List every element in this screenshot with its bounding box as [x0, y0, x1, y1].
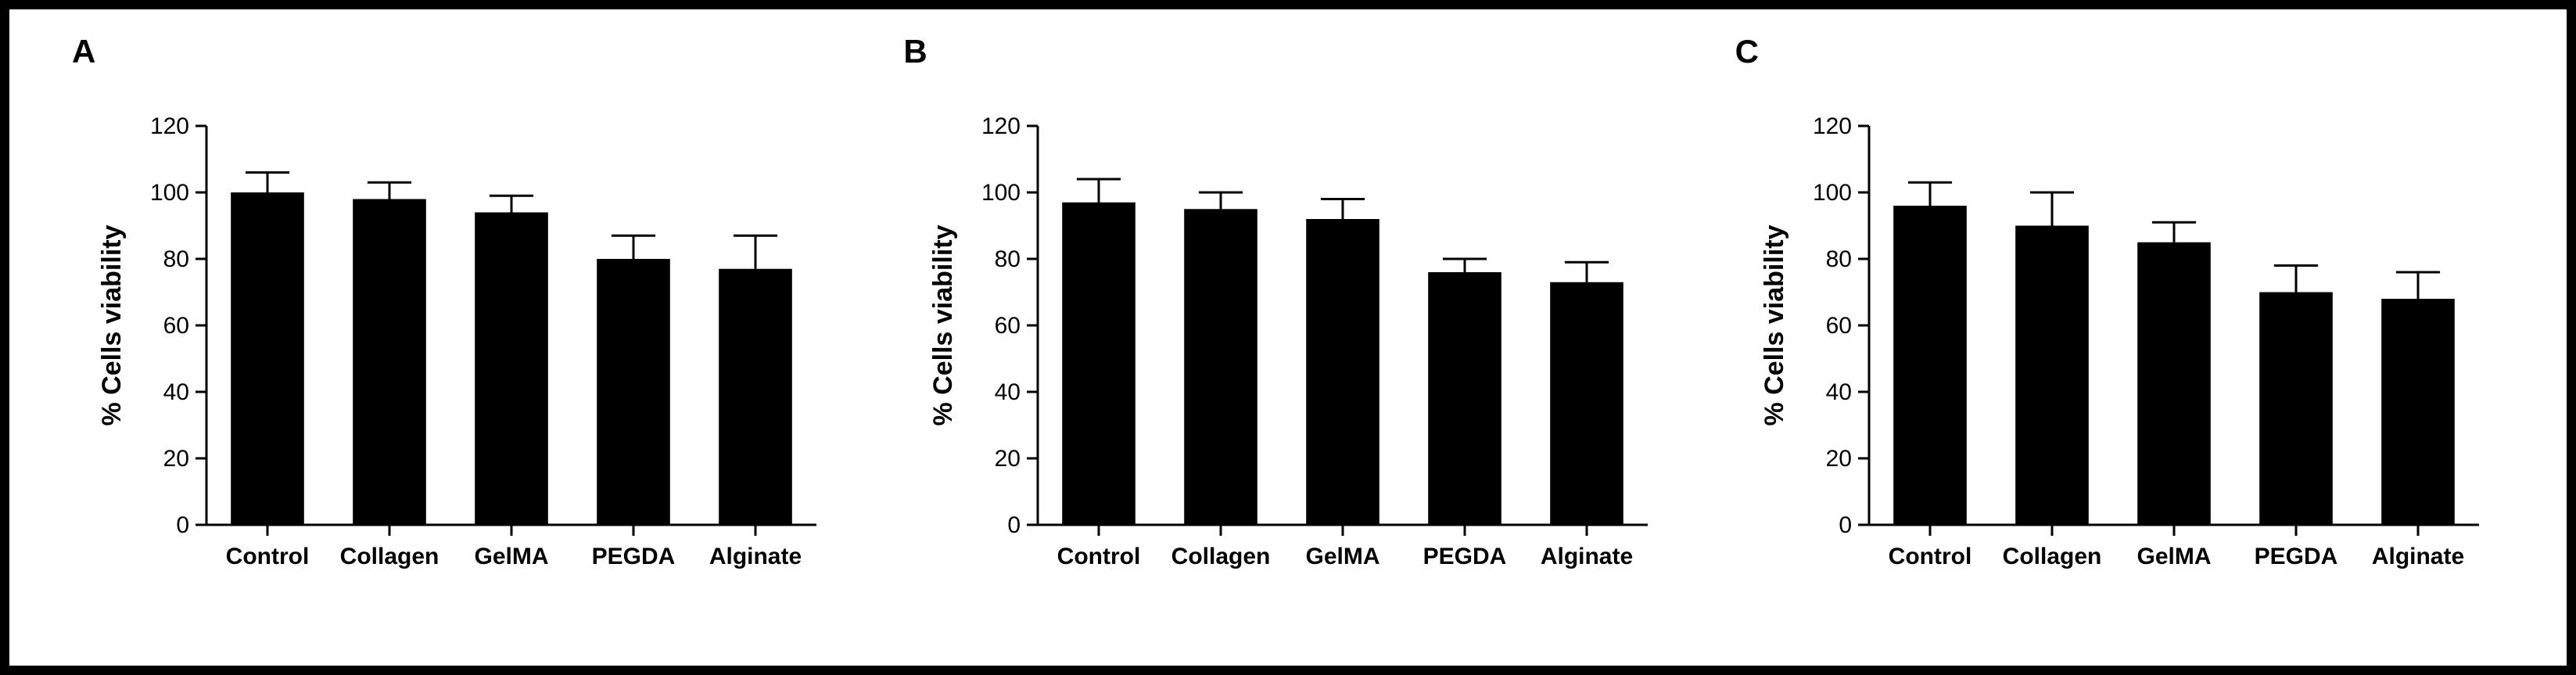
chart-b: 0 20 40 60 80 100 120 % Cells viability Control C… [905, 102, 1671, 603]
category-label: Alginate [709, 544, 801, 569]
panel-label-b: B [903, 33, 1703, 70]
bar [597, 259, 670, 525]
bar [2260, 292, 2334, 525]
panel-label-a: A [72, 33, 872, 70]
svg-text:0: 0 [1007, 512, 1021, 538]
svg-text:120: 120 [981, 113, 1021, 139]
bar [1894, 206, 1968, 525]
bar [1062, 202, 1136, 524]
svg-text:100: 100 [981, 180, 1021, 206]
svg-text:0: 0 [176, 512, 189, 538]
category-label: Alginate [2372, 544, 2464, 569]
category-label: Collagen [2003, 544, 2102, 569]
svg-text:40: 40 [163, 379, 188, 405]
bar [2382, 299, 2456, 525]
svg-text:% Cells viability: % Cells viability [928, 224, 958, 425]
svg-text:20: 20 [163, 446, 188, 472]
svg-text:120: 120 [150, 113, 189, 139]
bar [2138, 242, 2212, 524]
panel-label-c: C [1735, 33, 2535, 70]
svg-text:100: 100 [150, 180, 189, 206]
category-label: PEGDA [2255, 544, 2338, 569]
category-label: Collagen [339, 544, 439, 569]
chart-c-wrap: 0 20 40 60 80 100 120 % Cells viability Control C… [1704, 70, 2535, 634]
category-label: Collagen [1171, 544, 1271, 569]
svg-text:% Cells viability: % Cells viability [97, 224, 127, 425]
svg-text:80: 80 [163, 246, 188, 272]
bar [1306, 219, 1379, 525]
category-label: GelMA [2137, 544, 2212, 569]
chart-a-wrap: 0 20 40 60 80 100 120 % Cells viability Control C… [41, 70, 872, 634]
svg-text:80: 80 [995, 246, 1021, 272]
svg-text:100: 100 [1813, 180, 1852, 206]
panel-b: B 0 20 40 60 80 100 120 % Cells viability Contro… [872, 25, 1703, 634]
svg-text:0: 0 [1839, 512, 1853, 538]
svg-text:80: 80 [1826, 246, 1852, 272]
svg-text:20: 20 [1826, 446, 1852, 472]
bar [719, 268, 792, 524]
bar [2016, 225, 2090, 525]
svg-text:40: 40 [1826, 379, 1852, 405]
panel-a: A 0 20 40 60 80 100 120 % Cells viability Contro… [41, 25, 872, 634]
category-label: Alginate [1541, 544, 1633, 569]
category-label: Control [1889, 544, 1972, 569]
category-label: PEGDA [591, 544, 675, 569]
category-label: PEGDA [1423, 544, 1507, 569]
bar [1550, 282, 1623, 524]
category-label: Control [1057, 544, 1141, 569]
bar [475, 212, 548, 525]
svg-text:40: 40 [995, 379, 1021, 405]
bar [1428, 272, 1501, 525]
category-label: Control [225, 544, 309, 569]
panel-c: C 0 20 40 60 80 100 120 % Cells viability Contro… [1704, 25, 2535, 634]
bar [353, 199, 426, 525]
svg-text:60: 60 [995, 313, 1021, 339]
chart-c: 0 20 40 60 80 100 120 % Cells viability Control C… [1736, 102, 2502, 603]
bar [231, 192, 304, 525]
bar [1184, 209, 1258, 525]
chart-b-wrap: 0 20 40 60 80 100 120 % Cells viability Control C… [872, 70, 1703, 634]
svg-text:60: 60 [163, 313, 188, 339]
chart-a: 0 20 40 60 80 100 120 % Cells viability Control C… [74, 102, 840, 603]
category-label: GelMA [474, 544, 548, 569]
svg-text:20: 20 [995, 446, 1021, 472]
svg-text:60: 60 [1826, 313, 1852, 339]
svg-text:120: 120 [1813, 113, 1852, 139]
category-label: GelMA [1305, 544, 1379, 569]
figure-frame: A 0 20 40 60 80 100 120 % Cells viability Contro… [0, 0, 2576, 675]
svg-text:% Cells viability: % Cells viability [1760, 224, 1789, 425]
